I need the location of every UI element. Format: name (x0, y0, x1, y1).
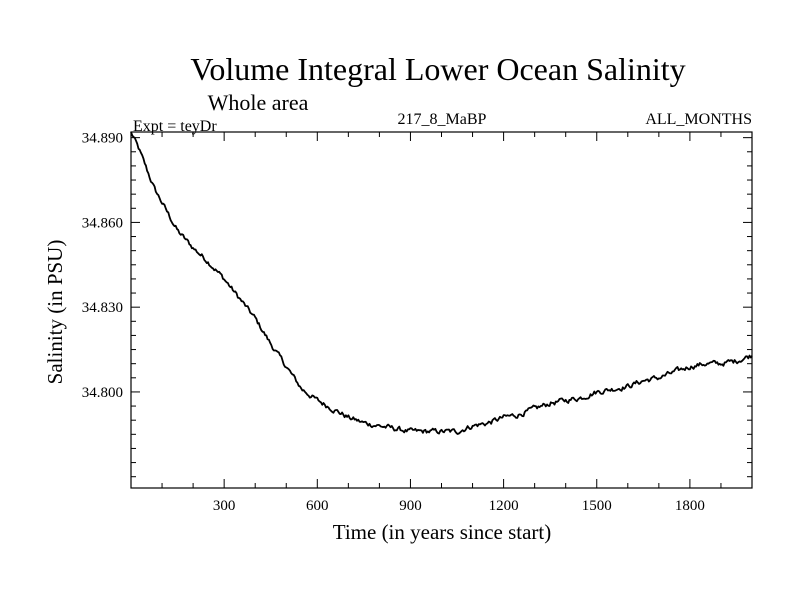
x-tick-label: 600 (306, 498, 329, 514)
x-tick-labels: 300 600 900 1200 1500 1800 (213, 498, 705, 514)
y-tick-label: 34.830 (82, 300, 123, 316)
x-tick-label: 1500 (582, 498, 612, 514)
series-line-salinity (130, 131, 753, 435)
period-label: ALL_MONTHS (645, 111, 752, 128)
run-label: 217_8_MaBP (398, 111, 487, 128)
x-tick-label: 300 (213, 498, 236, 514)
y-tick-label: 34.860 (82, 215, 123, 231)
experiment-label: Expt = teyDr (133, 118, 217, 135)
chart-subtitle: Whole area (208, 90, 309, 115)
plot-area: 300 600 900 1200 1500 1800 34.800 34.830 34.860… (82, 131, 753, 514)
x-tick-label: 900 (399, 498, 422, 514)
x-axis-label: Time (in years since start) (333, 520, 552, 544)
x-tick-label: 1800 (675, 498, 705, 514)
y-tick-labels: 34.800 34.830 34.860 34.890 (82, 131, 123, 401)
x-tick-label: 1200 (489, 498, 519, 514)
axis-ticks (131, 132, 752, 488)
y-tick-label: 34.890 (82, 131, 123, 147)
y-tick-label: 34.800 (82, 385, 123, 401)
chart-title: Volume Integral Lower Ocean Salinity (190, 51, 685, 87)
plot-frame (130, 131, 753, 489)
y-axis-label: Salinity (in PSU) (43, 240, 67, 385)
